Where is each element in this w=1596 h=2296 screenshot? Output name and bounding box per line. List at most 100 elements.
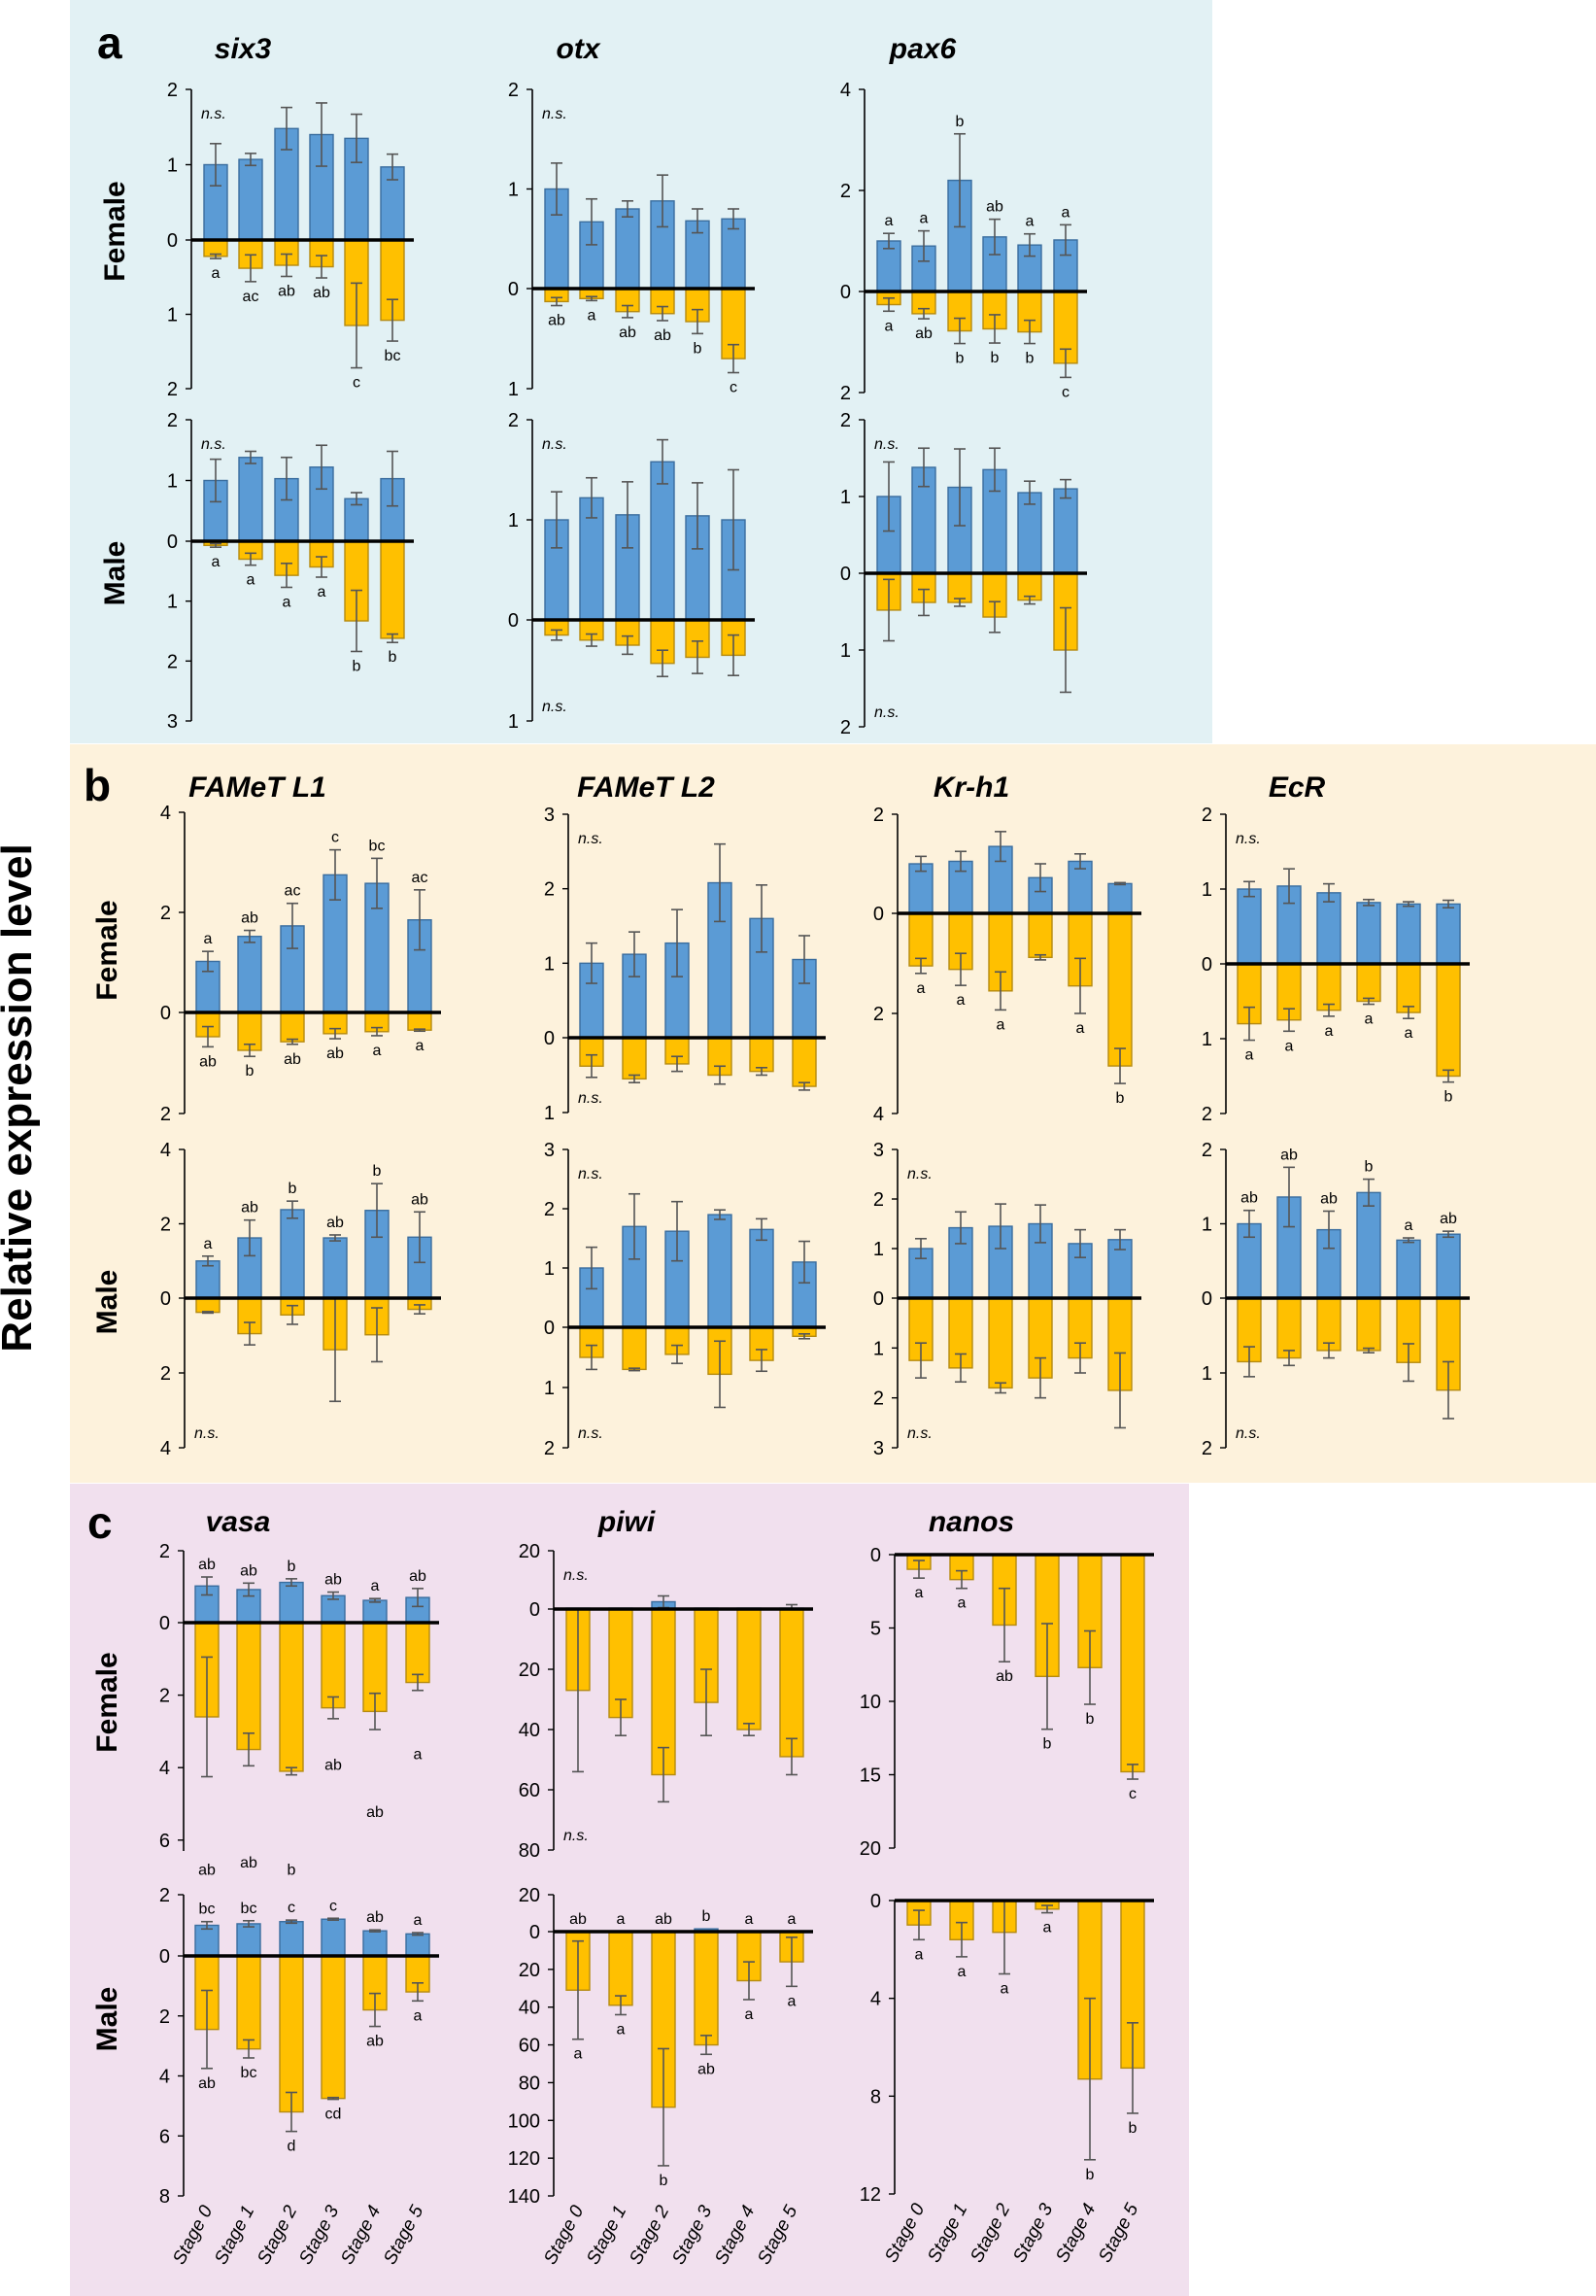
- sig-letter-top: ab: [241, 1200, 258, 1217]
- y-tick-label: 4: [160, 1140, 171, 1161]
- y-tick-label: 0: [529, 1599, 540, 1621]
- sig-letter-bottom: a: [788, 1993, 797, 2009]
- sig-letter-top: b: [702, 1908, 711, 1925]
- y-tick-label: 2: [1202, 1104, 1212, 1125]
- y-tick-label: 1: [1202, 1029, 1212, 1050]
- bar-bottom-stage-0: [1237, 1297, 1262, 1363]
- y-tick-label: 1: [544, 953, 555, 975]
- chart-six3-female: 2 1 0 1 2 a ac ab ab c bc n.s. six3: [167, 33, 414, 400]
- sig-letter-bottom: a: [617, 2021, 626, 2038]
- y-tick-label: 0: [870, 1891, 881, 1912]
- y-tick-label: 80: [519, 1840, 540, 1862]
- y-tick-label: 2: [167, 410, 178, 431]
- sig-letter-top: ab: [240, 1562, 257, 1579]
- bar-top-stage-5: [1107, 882, 1133, 914]
- y-tick-label: 8: [870, 2086, 881, 2108]
- sig-letter-bottom: b: [1129, 2120, 1138, 2137]
- sig-letter-bottom: c: [730, 380, 737, 396]
- panel-a-female-label: Female: [99, 181, 131, 281]
- bar-bottom-stage-3: [321, 1622, 346, 1709]
- bar-top-stage-1: [237, 936, 262, 1013]
- sig-letter-top: a: [204, 931, 213, 947]
- bar-top-stage-4: [1396, 903, 1421, 965]
- bar-bottom-stage-2: [279, 1622, 304, 1772]
- chart-pax6-male: 2 1 0 1 2 n.s. n.s.: [840, 410, 1087, 738]
- ns-label-bottom: n.s.: [578, 1090, 603, 1107]
- y-tick-label: 40: [519, 1998, 540, 2019]
- gene-title-nanos: nanos: [929, 1506, 1014, 1538]
- y-tick-label: 1: [508, 510, 519, 531]
- gene-title-kr-h1: Kr-h1: [934, 771, 1009, 804]
- y-tick-label: 4: [160, 803, 171, 824]
- y-tick-label: 1: [167, 155, 178, 177]
- chart-nanos-female: 0 5 10 15 20 a a ab b b c nanos: [860, 1506, 1154, 1860]
- sig-letter-bottom: ab: [366, 1804, 384, 1821]
- sig-letter-bottom: b: [694, 340, 702, 357]
- sig-letter-top: ab: [366, 1909, 384, 1926]
- y-tick-label: 2: [159, 1541, 170, 1562]
- bar-top-stage-1: [238, 457, 263, 542]
- bar-bottom-stage-1: [236, 1622, 261, 1751]
- sig-letter-top: b: [288, 1559, 296, 1575]
- bar-top-stage-1: [236, 1923, 261, 1957]
- bar-top-stage-3: [1356, 1191, 1381, 1299]
- y-tick-label: 0: [1202, 1288, 1212, 1310]
- sig-letter-bottom: b: [1086, 1711, 1095, 1728]
- panel-a-background: [70, 0, 1212, 743]
- y-tick-label: 2: [873, 805, 884, 826]
- y-tick-label: 2: [840, 181, 851, 202]
- y-tick-label: 2: [1202, 805, 1212, 826]
- y-tick-label: 2: [508, 410, 519, 431]
- chart-otx-male: 2 1 0 1 n.s. n.s.: [508, 410, 755, 733]
- sig-letter-top: ab: [409, 1568, 426, 1585]
- sig-letter-bottom: b: [991, 350, 1000, 366]
- y-tick-label: 4: [159, 2067, 170, 2088]
- sig-letter-bottom: bc: [385, 348, 401, 364]
- y-tick-label: 0: [508, 279, 519, 300]
- panel-b-male-label: Male: [91, 1270, 123, 1335]
- ns-label-bottom: n.s.: [1236, 1425, 1261, 1442]
- bar-bottom-stage-5: [1120, 1554, 1145, 1773]
- bar-bottom-stage-3: [1356, 1297, 1381, 1352]
- sig-letter-top: ab: [324, 1572, 342, 1589]
- sig-letter-top: a: [617, 1911, 626, 1928]
- panel-c-male-label: Male: [91, 1987, 123, 2052]
- ns-label-bottom: n.s.: [578, 1425, 603, 1442]
- sig-letter-bottom: a: [917, 980, 926, 997]
- y-tick-label: 0: [840, 564, 851, 585]
- y-tick-label: 80: [519, 2073, 540, 2094]
- y-tick-label: 120: [508, 2148, 540, 2170]
- y-tick-label: 2: [873, 1388, 884, 1410]
- y-tick-label: 0: [167, 230, 178, 252]
- sig-letter-top: ab: [655, 1911, 672, 1928]
- y-tick-label: 2: [167, 651, 178, 672]
- sig-letter-bottom: ab: [326, 1045, 344, 1062]
- sig-letter-bottom: a: [997, 1016, 1005, 1033]
- ns-label-top: n.s.: [201, 106, 226, 122]
- y-tick-label: 0: [159, 1613, 170, 1634]
- y-tick-label: 12: [860, 2184, 881, 2206]
- sig-letter-top: ab: [241, 910, 258, 927]
- y-tick-label: 0: [160, 1288, 171, 1310]
- sig-letter-top: b: [289, 1181, 297, 1197]
- ns-label-top: n.s.: [907, 1166, 933, 1182]
- y-tick-label: 1: [1202, 879, 1212, 901]
- y-tick-label: 3: [544, 1140, 555, 1161]
- sig-letter-bottom: b: [660, 2173, 668, 2189]
- bar-bottom-stage-5: [792, 1037, 817, 1087]
- sig-letter-top: b: [956, 114, 965, 130]
- sig-letter-bottom: ab: [366, 2034, 384, 2050]
- sig-letter-top: a: [204, 1236, 213, 1252]
- bar-bottom-stage-1: [236, 1955, 261, 2050]
- bar-bottom-stage-3: [1028, 912, 1053, 959]
- sig-letter-bottom: ac: [243, 289, 259, 305]
- chart-kr-h1-female: 2 0 2 4 a a a a b Kr-h1: [873, 771, 1141, 1125]
- y-tick-label: 20: [519, 1960, 540, 1981]
- ns-label-top: n.s.: [1236, 831, 1261, 847]
- y-tick-label: 2: [544, 1199, 555, 1220]
- bar-bottom-stage-2: [1316, 963, 1341, 1011]
- bar-bottom-stage-2: [988, 1297, 1013, 1389]
- sig-letter-bottom: a: [745, 2006, 754, 2023]
